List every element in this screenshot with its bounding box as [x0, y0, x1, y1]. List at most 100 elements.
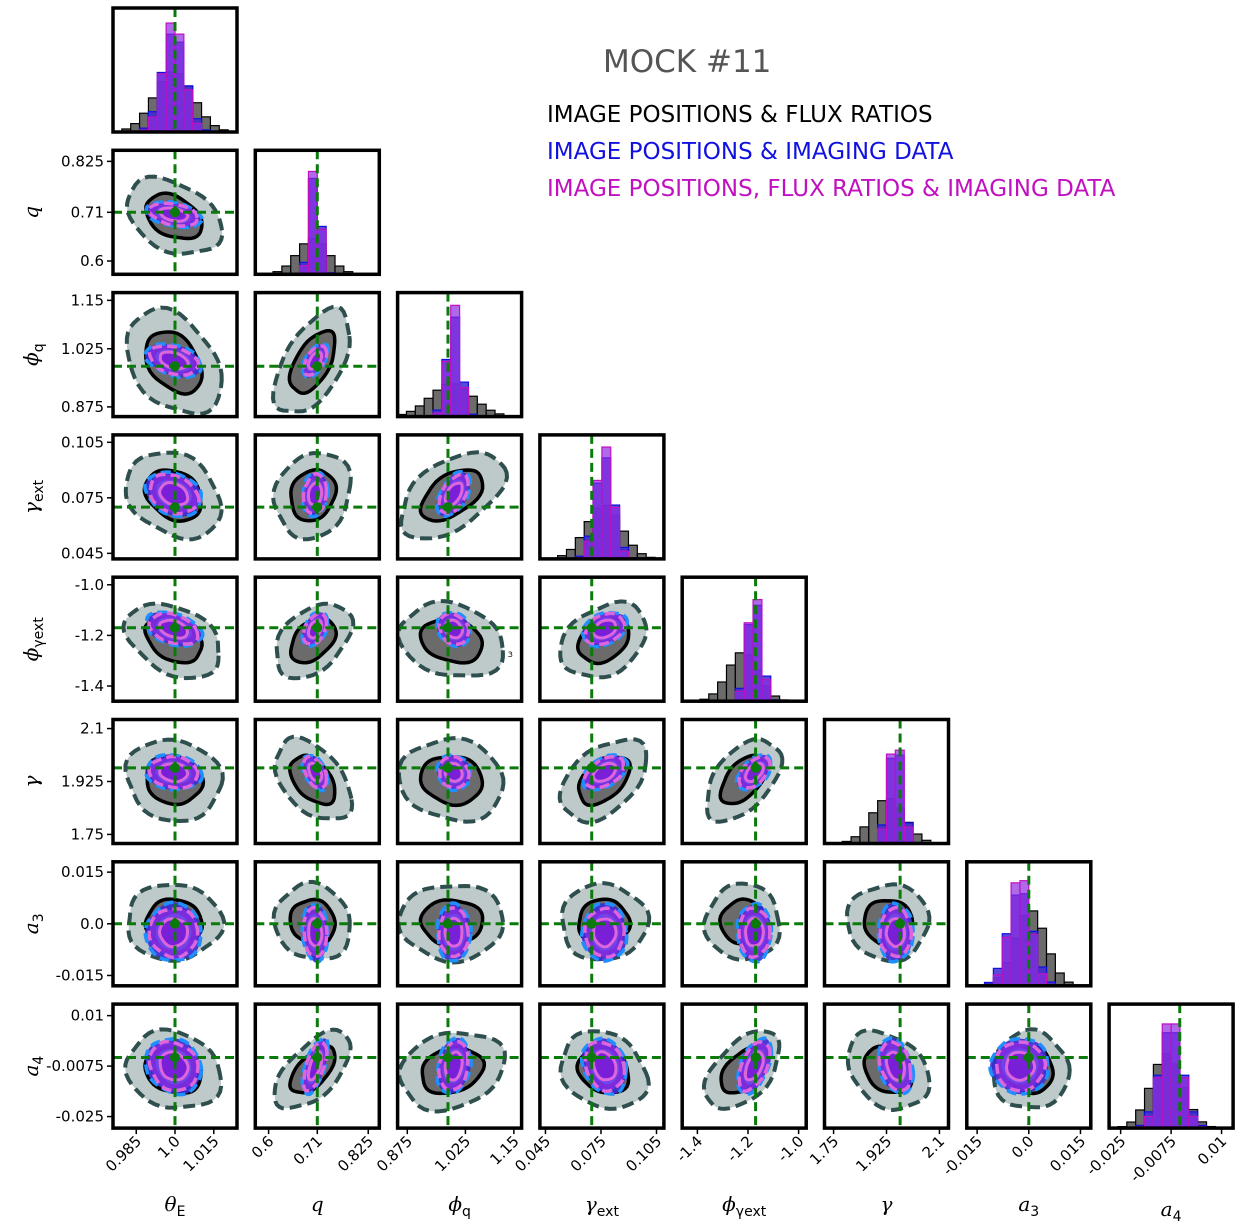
- hist-bar-combined: [147, 116, 158, 132]
- panel-content: [539, 719, 664, 844]
- y-tick-label: 0.875: [61, 398, 104, 416]
- panel-frame: [253, 290, 382, 419]
- y-tick-label: 0.825: [61, 152, 104, 170]
- hist-bar-combined: [903, 826, 914, 844]
- x-axis-label-phi_gamma_ext: ϕγext: [722, 1192, 767, 1220]
- panel-content: [539, 1004, 664, 1129]
- y-axis-label-q: q: [19, 206, 43, 219]
- panel-frame: [538, 717, 666, 846]
- y-tick-label: 0.015: [61, 863, 104, 881]
- panel-content: [255, 434, 380, 559]
- panel-content: [255, 1004, 380, 1129]
- hist-bar-combined: [450, 304, 461, 417]
- panel-gamma_ext-gamma_ext: [538, 433, 666, 561]
- hist-bar-flux: [467, 395, 478, 417]
- panel-content: [699, 577, 790, 702]
- y-tick-label: 0.075: [61, 489, 104, 507]
- x-axis-label-gamma_ext: γext: [585, 1192, 620, 1220]
- x-tick-label: 0.825: [334, 1132, 377, 1175]
- panel-phi_gamma_ext-q: [253, 575, 382, 703]
- x-tick-label: 0.01: [1194, 1132, 1230, 1168]
- y-axis-label-gamma_ext: γext: [19, 479, 47, 514]
- truth-marker: [750, 1052, 761, 1063]
- panel-a4-phi_q: 0.875 1.025 1.15: [373, 1002, 524, 1175]
- panel-frame: [395, 433, 524, 561]
- hist-bar-combined: [1010, 882, 1021, 986]
- panel-frame: [395, 717, 524, 846]
- x-tick-label: 1.025: [431, 1132, 474, 1175]
- hist-bar-flux: [859, 826, 870, 844]
- truth-marker: [586, 918, 597, 929]
- contour-combined-inner: [307, 481, 324, 507]
- x-axis-label-q: q: [311, 1192, 324, 1216]
- panel-phi_gamma_ext-phi_q: з: [395, 575, 524, 703]
- truth-marker: [895, 1052, 906, 1063]
- panel-content: [113, 150, 237, 275]
- y-tick-label: 0.71: [71, 203, 104, 221]
- hist-bar-combined: [1037, 973, 1048, 986]
- hist-bar-flux: [209, 125, 220, 132]
- panel-frame: [680, 717, 808, 846]
- panel-content: [397, 434, 522, 559]
- panel-content: [548, 434, 656, 559]
- y-tick-label: 1.75: [71, 825, 104, 843]
- truth-marker: [1023, 1052, 1034, 1063]
- panel-content: [113, 719, 237, 844]
- panel-frame: [395, 575, 524, 703]
- y-axis-label-phi_gamma_ext: ϕγext: [19, 617, 47, 662]
- x-tick-label: 0.6: [248, 1132, 278, 1162]
- truth-marker: [170, 622, 180, 633]
- hist-bar-flux: [476, 403, 487, 417]
- x-tick-label: -1.2: [723, 1132, 756, 1165]
- hist-bar-combined: [459, 386, 470, 417]
- hist-bar-flux: [725, 664, 736, 702]
- hist-bar-flux: [325, 255, 336, 275]
- panel-content: [397, 861, 522, 986]
- hist-bar-combined: [1179, 1077, 1190, 1129]
- panel-content: [113, 292, 237, 417]
- x-tick-label: -1.4: [673, 1132, 706, 1165]
- panel-gamma-phi_q: [395, 717, 524, 846]
- truth-marker: [442, 622, 453, 633]
- truth-marker: [586, 1052, 597, 1063]
- x-tick-label: -0.015: [939, 1132, 986, 1179]
- x-tick-label: 0.045: [511, 1132, 554, 1175]
- x-axis-label-phi_q: ϕq: [448, 1192, 471, 1220]
- panel-q-theta_E: 0.6 0.71 0.825: [61, 148, 239, 277]
- panel-q-q: [253, 148, 382, 277]
- panel-frame: [395, 860, 524, 988]
- hist-bar-combined: [156, 73, 167, 132]
- hist-bar-combined: [877, 828, 888, 844]
- x-tick-label: 0.71: [290, 1132, 326, 1168]
- y-tick-label: 0.01: [71, 1007, 104, 1025]
- panel-gamma-q: [253, 717, 382, 846]
- panel-frame: [395, 1002, 524, 1130]
- truth-marker: [170, 762, 180, 773]
- panel-a4-gamma: 1.75 1.925 2.1: [806, 1002, 951, 1175]
- y-axis-label-gamma: γ: [19, 775, 43, 787]
- truth-marker: [312, 361, 323, 372]
- panel-a3-phi_q: [395, 860, 524, 988]
- hist-bar-flux: [1045, 953, 1056, 986]
- hist-bar-combined: [761, 679, 772, 702]
- panel-phi_q-q: [253, 290, 382, 419]
- hist-bar-combined: [885, 753, 896, 844]
- x-tick-label: 0.015: [1046, 1132, 1089, 1175]
- y-tick-label: -1.0: [75, 576, 104, 594]
- y-tick-label: 2.1: [80, 720, 104, 738]
- x-axis-label-a4: a4: [1161, 1197, 1182, 1225]
- panel-phi_gamma_ext-gamma_ext: [538, 575, 666, 703]
- panel-frame: [680, 575, 808, 703]
- panel-a3-gamma_ext: [538, 860, 666, 988]
- x-tick-label: -0.0075: [1126, 1132, 1180, 1186]
- panel-gamma-gamma: [822, 717, 951, 846]
- contour-combined-inner: [158, 350, 190, 371]
- x-tick-label: 0.875: [373, 1132, 416, 1175]
- hist-bar-flux: [423, 397, 434, 417]
- panel-content: [113, 1004, 237, 1129]
- panel-frame: [822, 860, 951, 988]
- hist-bar-combined: [1143, 1115, 1154, 1129]
- panel-content: [966, 1004, 1091, 1129]
- panel-frame: [111, 6, 239, 134]
- panel-phi_gamma_ext-theta_E: -1.4 -1.2 -1.0: [75, 575, 239, 703]
